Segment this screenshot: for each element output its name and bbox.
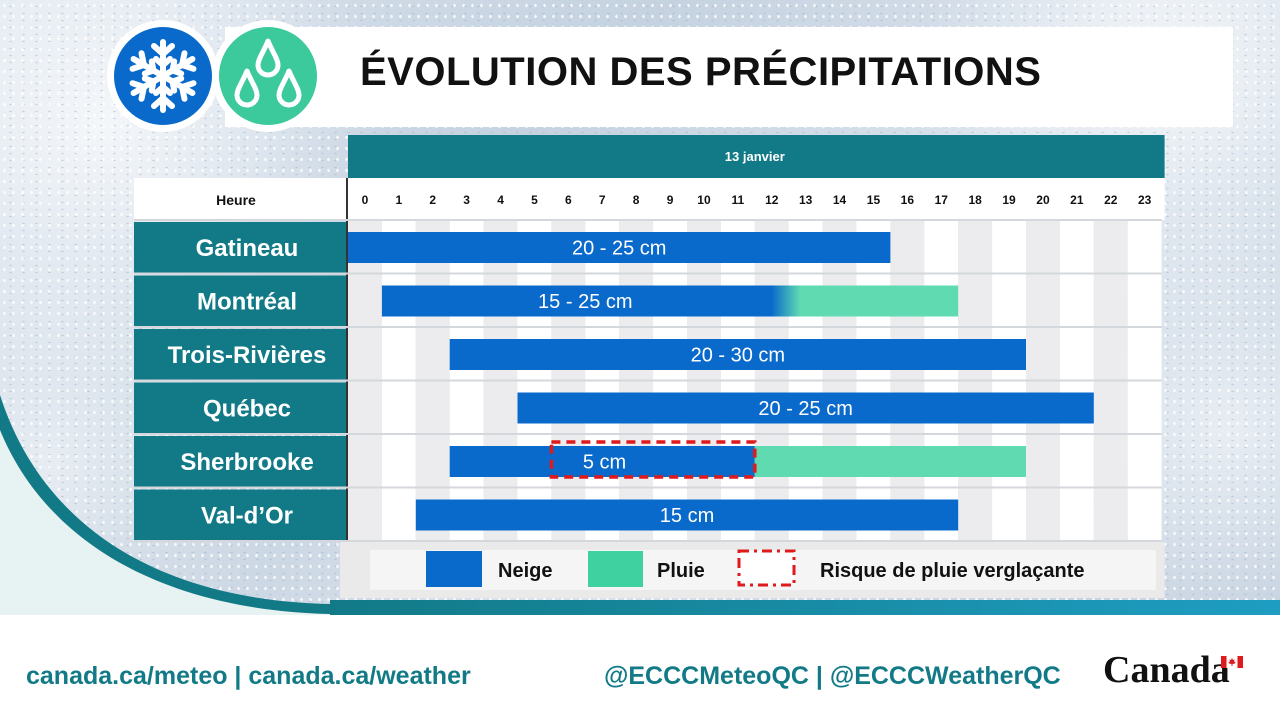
- hour-tick-label: 21: [1070, 193, 1084, 207]
- city-label: Gatineau: [196, 235, 299, 262]
- hour-tick-label: 17: [935, 193, 949, 207]
- hour-tick-label: 19: [1002, 193, 1016, 207]
- amount-label: 5 cm: [583, 452, 626, 474]
- city-label: Montréal: [197, 288, 297, 315]
- snow-bar: [449, 339, 1026, 370]
- amount-label: 20 - 25 cm: [758, 398, 852, 420]
- canada-flag-icon: [1221, 656, 1243, 668]
- city-label: Val-d’Or: [201, 502, 293, 529]
- hour-tick-label: 1: [396, 193, 403, 207]
- hour-tick-label: 10: [697, 193, 711, 207]
- hour-tick-label: 18: [968, 193, 982, 207]
- legend-swatch-snow: [426, 551, 482, 587]
- title-panel: [225, 27, 1233, 127]
- legend-label-freezing_rain: Risque de pluie verglaçante: [820, 560, 1085, 582]
- amount-label: 15 - 25 cm: [538, 291, 632, 313]
- hour-tick-label: 22: [1104, 193, 1118, 207]
- snowflake-icon: [114, 27, 212, 125]
- city-label-cell: [134, 382, 346, 433]
- hour-tick-label: 3: [463, 193, 470, 207]
- amount-label: 20 - 25 cm: [572, 238, 666, 260]
- hour-tick-label: 6: [565, 193, 572, 207]
- city-label-cell: [134, 329, 346, 380]
- raindrops-icon: [219, 27, 317, 125]
- city-label-cell: [134, 436, 346, 487]
- footer-links[interactable]: canada.ca/meteo | canada.ca/weather: [26, 662, 471, 690]
- city-label-cell: [134, 489, 346, 540]
- hour-tick-label: 5: [531, 193, 538, 207]
- snow-bar: [517, 392, 1094, 424]
- date-header-bar: [348, 135, 1165, 178]
- footer-social-handles[interactable]: @ECCCMeteoQC | @ECCCWeatherQC: [604, 662, 1061, 690]
- hour-column: [1127, 178, 1162, 541]
- amount-label: 20 - 30 cm: [691, 345, 785, 367]
- hour-column: [1093, 178, 1128, 541]
- snow-bar: [348, 232, 891, 263]
- hour-tick-label: 8: [633, 193, 640, 207]
- snow-badge: [107, 20, 219, 132]
- hour-tick-label: 9: [667, 193, 674, 207]
- hour-tick-label: 13: [799, 193, 813, 207]
- hour-header-cells: [348, 178, 1162, 220]
- page-title: ÉVOLUTION DES PRÉCIPITATIONS: [360, 50, 1042, 94]
- snow-bar: [415, 499, 959, 531]
- teal-arc-decoration: [0, 395, 1280, 615]
- hour-header-label: Heure: [216, 192, 256, 208]
- hour-tick-label: 0: [362, 193, 369, 207]
- legend-swatch-freezing-rain: [737, 549, 796, 587]
- hour-tick-label: 2: [429, 193, 436, 207]
- legend-label-rain: Pluie: [657, 560, 705, 582]
- date-header-label: 13 janvier: [725, 149, 785, 164]
- city-label-cell: [134, 222, 346, 273]
- snow-to-rain-bar: [381, 285, 959, 317]
- hour-tick-label: 4: [497, 193, 504, 207]
- hour-tick-label: 15: [867, 193, 881, 207]
- hour-column: [1059, 178, 1094, 541]
- rain-bar: [754, 446, 1026, 477]
- hour-tick-label: 16: [901, 193, 915, 207]
- hour-column: [1026, 178, 1060, 541]
- hour-tick-label: 20: [1036, 193, 1050, 207]
- hour-tick-label: 7: [599, 193, 606, 207]
- legend-swatch-rain: [588, 551, 643, 587]
- city-label: Trois-Rivières: [168, 342, 327, 369]
- hour-tick-label: 23: [1138, 193, 1152, 207]
- canada-wordmark: Canada: [1103, 649, 1230, 691]
- legend-label-snow: Neige: [498, 560, 552, 582]
- amount-label: 15 cm: [660, 505, 714, 527]
- city-label: Québec: [203, 395, 291, 422]
- snow-bar: [449, 446, 755, 477]
- hour-tick-label: 11: [732, 193, 745, 207]
- city-label-cell: [134, 275, 346, 326]
- hour-tick-label: 14: [833, 193, 847, 207]
- city-label: Sherbrooke: [180, 449, 313, 476]
- rain-badge: [212, 20, 324, 132]
- hour-tick-label: 12: [765, 193, 779, 207]
